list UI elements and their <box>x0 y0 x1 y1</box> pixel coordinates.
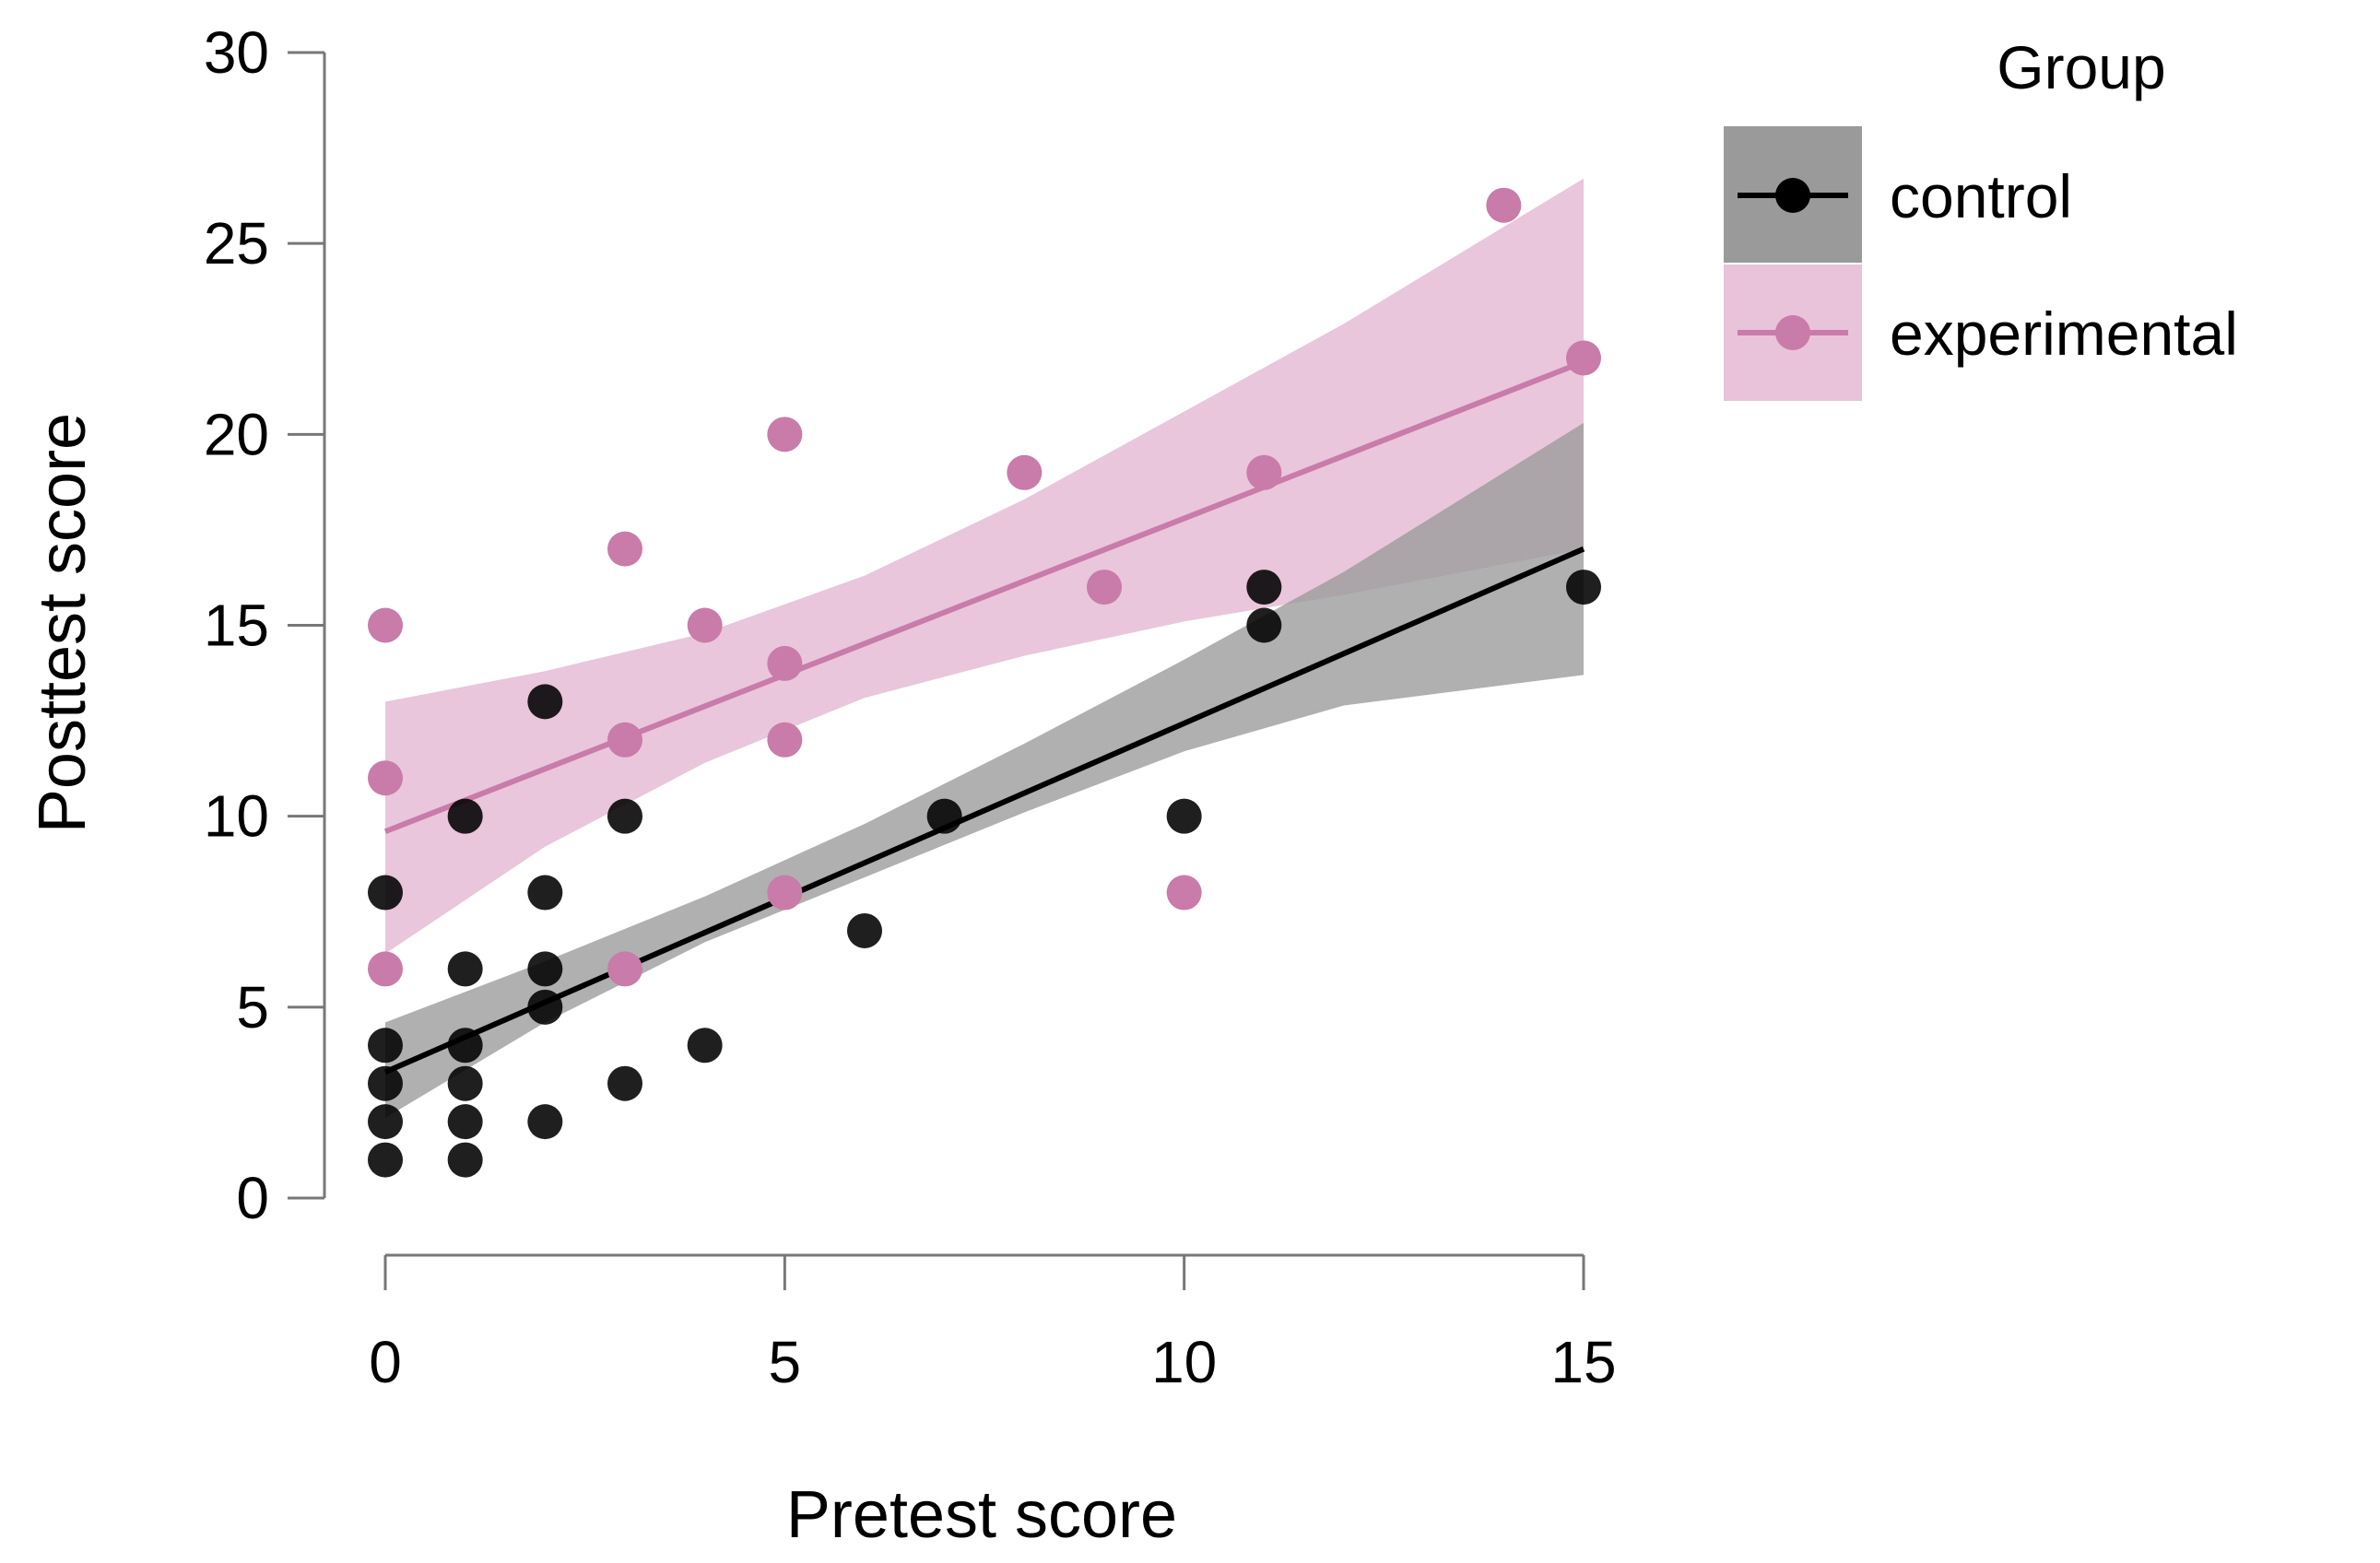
y-tick-label-5: 5 <box>236 974 269 1040</box>
point-experimental <box>1486 187 1522 223</box>
point-experimental <box>607 531 642 567</box>
legend-swatch-control-marker <box>1775 178 1810 213</box>
point-experimental <box>1566 340 1601 376</box>
x-tick-label-5: 5 <box>769 1329 802 1395</box>
point-experimental <box>767 875 803 911</box>
point-control <box>368 1104 403 1140</box>
x-tick-label-15: 15 <box>1550 1329 1616 1395</box>
point-experimental <box>767 722 803 758</box>
point-control <box>527 951 563 987</box>
confidence-band-experimental <box>385 178 1584 954</box>
axes: 0 5 10 15 20 25 30 0 5 10 15 <box>204 19 1617 1395</box>
point-control <box>447 951 483 987</box>
fit-line-control <box>383 546 1585 1075</box>
point-experimental <box>1087 570 1122 605</box>
point-control <box>527 684 563 720</box>
legend-label-experimental: experimental <box>1890 300 2238 368</box>
point-control <box>447 1065 483 1101</box>
point-control <box>368 1028 403 1064</box>
point-control <box>527 989 563 1025</box>
point-control <box>368 1142 403 1178</box>
point-experimental <box>1007 454 1043 490</box>
legend-swatch-experimental-marker <box>1775 315 1810 350</box>
data-points <box>368 187 1601 1178</box>
point-experimental <box>607 722 642 758</box>
point-control <box>1566 570 1601 605</box>
point-control <box>1246 607 1282 643</box>
y-tick-label-0: 0 <box>236 1165 269 1231</box>
point-control <box>847 912 882 948</box>
y-tick-label-10: 10 <box>204 783 269 850</box>
point-control <box>527 875 563 911</box>
point-experimental <box>767 417 803 452</box>
y-tick-label-20: 20 <box>204 401 269 467</box>
x-axis-title: Pretest score <box>786 1478 1177 1552</box>
legend-title: Group <box>1997 33 2165 101</box>
point-control <box>1246 570 1282 605</box>
point-control <box>368 875 403 911</box>
confidence-bands <box>385 178 1584 1118</box>
point-experimental <box>1166 875 1202 911</box>
legend: Group control experimental <box>1724 33 2238 401</box>
point-control <box>368 1065 403 1101</box>
point-control <box>607 798 642 834</box>
regression-lines <box>383 358 1585 1075</box>
y-tick-label-30: 30 <box>204 19 269 86</box>
point-control <box>447 1104 483 1140</box>
y-axis-title: Posttest score <box>26 413 100 833</box>
point-control <box>687 1028 723 1064</box>
x-tick-label-0: 0 <box>369 1329 402 1395</box>
y-tick-label-15: 15 <box>204 593 269 659</box>
point-experimental <box>1246 454 1282 490</box>
point-experimental <box>767 645 803 681</box>
fit-line-experimental <box>383 358 1585 835</box>
axis-titles: Pretest score Posttest score <box>26 413 1177 1552</box>
point-control <box>527 1104 563 1140</box>
point-experimental <box>607 951 642 987</box>
point-control <box>447 1142 483 1178</box>
point-experimental <box>368 760 403 796</box>
point-experimental <box>368 951 403 987</box>
point-experimental <box>687 607 723 643</box>
point-experimental <box>368 607 403 643</box>
point-control <box>447 798 483 834</box>
point-control <box>447 1028 483 1064</box>
point-control <box>926 798 962 834</box>
point-control <box>1166 798 1202 834</box>
y-tick-label-25: 25 <box>204 210 269 276</box>
point-control <box>607 1065 642 1101</box>
legend-label-control: control <box>1890 162 2072 230</box>
x-tick-label-10: 10 <box>1151 1329 1217 1395</box>
